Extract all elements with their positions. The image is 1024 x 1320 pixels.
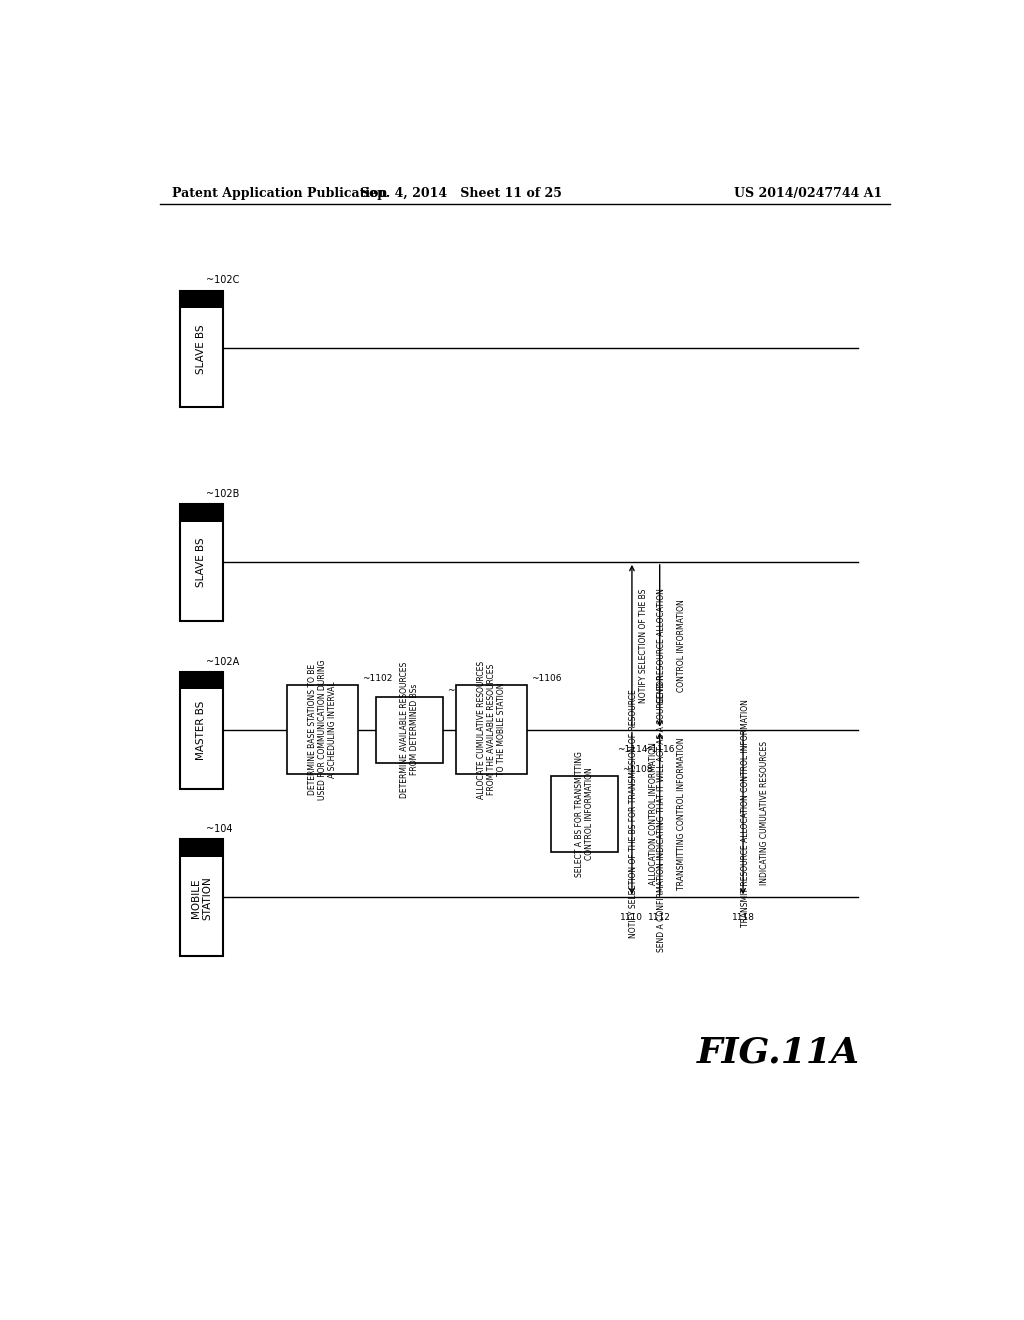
Text: 1110: 1110 [621, 912, 643, 921]
Text: INDICATING CUMULATIVE RESOURCES: INDICATING CUMULATIVE RESOURCES [761, 742, 769, 886]
Text: ~1114: ~1114 [616, 744, 647, 754]
Text: ~104: ~104 [206, 824, 232, 834]
Text: SELECT A BS FOR TRANSMITTING
CONTROL INFORMATION: SELECT A BS FOR TRANSMITTING CONTROL INF… [574, 751, 594, 876]
Text: ~1108: ~1108 [622, 764, 652, 774]
Bar [179, 504, 223, 521]
Text: MOBILE
STATION: MOBILE STATION [190, 876, 212, 920]
Text: SEND RESOURCE ALLOCATION: SEND RESOURCE ALLOCATION [657, 589, 667, 704]
Text: DETERMINE AVAILABLE RESOURCES
FROM DETERMINED BSs: DETERMINE AVAILABLE RESOURCES FROM DETER… [400, 661, 420, 797]
Text: FIG.11A: FIG.11A [697, 1036, 860, 1069]
Text: ALLOCATE CUMULATIVE RESOURCES
FROM THE AVAILABLE RESOURCES
TO THE MOBILE STATION: ALLOCATE CUMULATIVE RESOURCES FROM THE A… [476, 660, 507, 799]
Text: 1118: 1118 [731, 912, 755, 921]
Text: 1112: 1112 [648, 912, 671, 921]
Text: SEND A CONFIRMATION INDICATING THAT IT WILL ACT AS A SOURCE FOR: SEND A CONFIRMATION INDICATING THAT IT W… [657, 675, 667, 952]
Text: Sep. 4, 2014   Sheet 11 of 25: Sep. 4, 2014 Sheet 11 of 25 [360, 187, 562, 201]
Text: ~1104: ~1104 [447, 685, 478, 694]
Text: ~1116: ~1116 [644, 744, 675, 754]
Text: ~102B: ~102B [206, 488, 240, 499]
Text: ~102C: ~102C [206, 276, 240, 285]
Text: ALLOCATION CONTROL INFORMATION: ALLOCATION CONTROL INFORMATION [649, 742, 658, 884]
Text: TRANSMIT RESOURCE ALLOCATION CONTROL INFORMATION: TRANSMIT RESOURCE ALLOCATION CONTROL INF… [740, 700, 750, 928]
Text: TRANSMITTING CONTROL INFORMATION: TRANSMITTING CONTROL INFORMATION [677, 737, 686, 890]
Bar [179, 290, 223, 408]
Text: US 2014/0247744 A1: US 2014/0247744 A1 [733, 187, 882, 201]
Bar [179, 672, 223, 788]
Text: DETERMINE BASE STATIONS TO BE
USED FOR COMMUNICATION DURING
A SCHEDULING INTERVA: DETERMINE BASE STATIONS TO BE USED FOR C… [307, 660, 337, 800]
Text: ~1106: ~1106 [531, 675, 561, 682]
Bar [376, 697, 443, 763]
Bar [179, 840, 223, 956]
Text: NOTIFY SELECTION OF THE BS: NOTIFY SELECTION OF THE BS [639, 589, 648, 704]
Text: ~1102: ~1102 [362, 675, 392, 682]
Bar [551, 776, 618, 853]
Text: SLAVE BS: SLAVE BS [197, 325, 207, 374]
Bar [179, 840, 223, 857]
Bar [456, 685, 527, 775]
Text: ~102A: ~102A [206, 656, 239, 667]
Text: NOTIFY SELECTION OF THE BS FOR TRANSMISSION OF RESOURCE: NOTIFY SELECTION OF THE BS FOR TRANSMISS… [630, 689, 638, 937]
Text: SLAVE BS: SLAVE BS [197, 537, 207, 587]
Bar [179, 504, 223, 620]
Text: CONTROL INFORMATION: CONTROL INFORMATION [677, 599, 686, 692]
Bar [287, 685, 358, 775]
Bar [179, 672, 223, 689]
Text: Patent Application Publication: Patent Application Publication [172, 187, 387, 201]
Bar [179, 290, 223, 308]
Text: MASTER BS: MASTER BS [197, 701, 207, 760]
